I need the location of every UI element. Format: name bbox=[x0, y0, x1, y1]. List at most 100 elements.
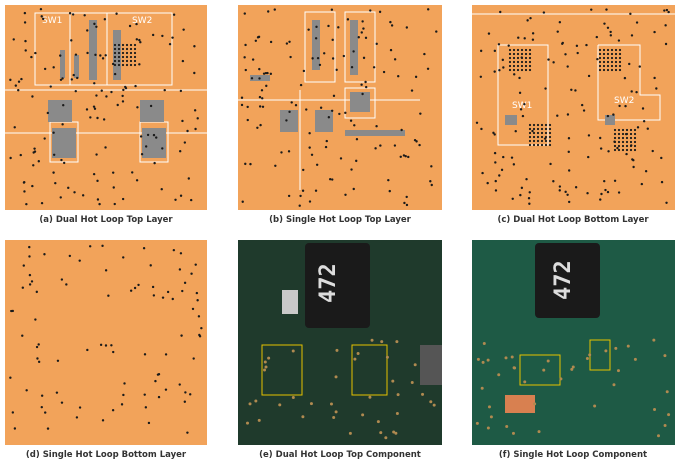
via bbox=[607, 150, 610, 153]
via bbox=[532, 131, 536, 135]
via bbox=[540, 127, 544, 131]
via bbox=[548, 143, 552, 147]
caption: (c) Dual Hot Loop Bottom Layer bbox=[497, 215, 649, 225]
via bbox=[512, 64, 516, 68]
via bbox=[121, 47, 125, 51]
via bbox=[606, 114, 610, 118]
via bbox=[143, 353, 147, 356]
via bbox=[128, 24, 132, 28]
via bbox=[36, 357, 39, 360]
via bbox=[350, 168, 353, 171]
via bbox=[374, 147, 377, 150]
via bbox=[521, 114, 525, 118]
via bbox=[308, 146, 311, 149]
via bbox=[508, 56, 512, 60]
via bbox=[93, 82, 96, 85]
via bbox=[540, 139, 544, 143]
via bbox=[561, 42, 564, 46]
component bbox=[291, 396, 295, 400]
via bbox=[318, 63, 322, 67]
via bbox=[536, 127, 540, 131]
via bbox=[146, 133, 150, 137]
via bbox=[511, 197, 514, 200]
via bbox=[638, 65, 641, 68]
via bbox=[552, 61, 555, 64]
component bbox=[604, 349, 608, 353]
via bbox=[528, 52, 532, 56]
via bbox=[117, 47, 121, 51]
via bbox=[664, 42, 668, 46]
via bbox=[161, 147, 164, 150]
via bbox=[137, 283, 140, 287]
pcb-layout bbox=[5, 240, 207, 445]
via bbox=[179, 89, 183, 93]
via bbox=[59, 54, 62, 57]
via bbox=[602, 56, 606, 60]
via bbox=[115, 12, 118, 15]
via bbox=[548, 139, 552, 143]
via bbox=[375, 125, 378, 128]
via bbox=[138, 63, 141, 66]
via bbox=[186, 129, 189, 133]
via bbox=[332, 94, 336, 98]
via bbox=[24, 39, 27, 43]
via bbox=[95, 25, 98, 28]
via bbox=[139, 135, 143, 138]
via bbox=[618, 60, 622, 64]
via bbox=[567, 200, 571, 204]
component bbox=[264, 365, 268, 369]
via bbox=[413, 138, 417, 142]
via bbox=[267, 10, 270, 13]
via bbox=[606, 56, 610, 60]
highlight-box bbox=[261, 344, 303, 396]
via bbox=[342, 54, 346, 58]
via bbox=[493, 133, 496, 136]
via bbox=[117, 43, 121, 47]
via bbox=[426, 67, 430, 71]
via bbox=[25, 202, 28, 206]
component bbox=[523, 380, 527, 384]
via bbox=[289, 55, 292, 59]
via bbox=[525, 178, 528, 181]
via bbox=[179, 194, 183, 197]
via bbox=[614, 68, 618, 72]
via bbox=[516, 68, 520, 72]
via bbox=[315, 25, 318, 29]
via bbox=[618, 52, 622, 56]
via bbox=[653, 76, 656, 80]
via bbox=[103, 18, 107, 21]
component bbox=[278, 403, 282, 407]
via bbox=[536, 123, 540, 127]
via bbox=[337, 26, 340, 29]
via bbox=[587, 134, 591, 137]
via bbox=[540, 135, 544, 139]
via bbox=[246, 105, 249, 109]
via bbox=[629, 144, 633, 148]
component bbox=[392, 430, 396, 434]
via bbox=[388, 189, 391, 193]
via bbox=[325, 139, 328, 143]
via bbox=[585, 43, 588, 47]
pad bbox=[48, 20, 166, 158]
component bbox=[248, 402, 252, 406]
via bbox=[526, 19, 529, 22]
via bbox=[302, 69, 306, 73]
via bbox=[610, 60, 614, 64]
via bbox=[590, 8, 593, 11]
via bbox=[301, 189, 305, 192]
via bbox=[605, 8, 608, 11]
component bbox=[394, 431, 398, 435]
via bbox=[610, 48, 614, 52]
via bbox=[331, 38, 334, 42]
via bbox=[564, 53, 567, 56]
via bbox=[104, 344, 108, 347]
via bbox=[153, 161, 156, 165]
via bbox=[138, 38, 141, 42]
via bbox=[117, 51, 121, 55]
component bbox=[481, 360, 485, 364]
via bbox=[528, 202, 531, 205]
via bbox=[423, 52, 426, 56]
via bbox=[614, 52, 618, 56]
via bbox=[512, 48, 516, 52]
via bbox=[362, 56, 366, 60]
